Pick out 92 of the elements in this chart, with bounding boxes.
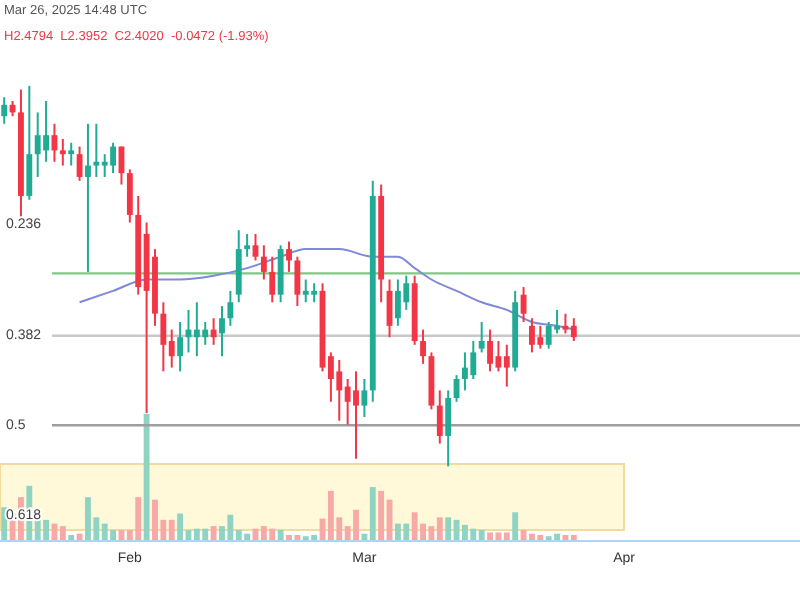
candlestick xyxy=(286,240,292,273)
bar xyxy=(135,497,142,540)
candlestick xyxy=(93,122,100,178)
bar xyxy=(327,490,334,540)
candlestick xyxy=(445,389,452,468)
bar xyxy=(227,514,234,540)
candlestick xyxy=(43,100,50,163)
bar xyxy=(554,533,560,540)
candlestick xyxy=(26,84,33,201)
candlestick xyxy=(470,340,477,380)
candlestick xyxy=(59,137,66,167)
candlestick xyxy=(394,278,401,327)
bar xyxy=(461,524,468,540)
candlestick xyxy=(126,168,133,224)
candlestick xyxy=(361,377,368,418)
bar xyxy=(244,533,251,540)
bar xyxy=(394,523,401,540)
candlestick xyxy=(34,111,41,178)
bar xyxy=(411,512,418,540)
bar xyxy=(168,519,175,540)
candlestick xyxy=(461,351,468,392)
candlestick xyxy=(68,141,75,167)
bar xyxy=(512,512,519,540)
bar xyxy=(537,534,544,540)
candlestick xyxy=(235,229,242,304)
candlestick xyxy=(193,301,200,358)
candlestick xyxy=(101,153,108,178)
candlestick xyxy=(244,232,251,258)
candlestick xyxy=(537,324,544,350)
bar xyxy=(436,517,443,540)
candlestick xyxy=(177,321,184,373)
bar xyxy=(311,534,318,540)
bar xyxy=(210,526,217,540)
candlestick xyxy=(336,359,343,422)
bar xyxy=(59,526,66,540)
candlestick xyxy=(252,232,259,262)
candlestick xyxy=(110,141,117,175)
candlestick xyxy=(503,343,510,388)
bar xyxy=(529,533,535,540)
candlestick xyxy=(545,321,552,350)
bar xyxy=(68,534,75,540)
candlestick xyxy=(1,96,8,125)
bar xyxy=(570,534,577,540)
candlestick xyxy=(85,122,91,273)
bar xyxy=(353,509,359,540)
bar xyxy=(43,519,50,540)
candlestick xyxy=(302,278,309,304)
candlestick xyxy=(562,312,569,335)
bar xyxy=(286,534,292,540)
bar xyxy=(403,523,410,540)
candlestick xyxy=(420,328,426,365)
candlestick xyxy=(260,244,267,281)
candlestick xyxy=(227,289,234,327)
candlestick xyxy=(529,317,535,354)
candlestick xyxy=(202,321,209,346)
bar xyxy=(277,529,284,540)
candlestick xyxy=(311,282,318,304)
candlestick xyxy=(277,244,284,304)
bar xyxy=(294,534,301,540)
bar xyxy=(202,528,209,540)
candlestick xyxy=(294,255,301,308)
candlestick xyxy=(570,317,577,343)
bar xyxy=(445,517,452,540)
candlestick xyxy=(219,305,225,358)
bar xyxy=(260,526,267,540)
candlestick xyxy=(269,255,276,304)
bar xyxy=(193,528,200,540)
bar xyxy=(369,487,376,540)
candlestick xyxy=(403,274,410,311)
bar xyxy=(76,533,83,540)
bar xyxy=(143,414,150,540)
bar xyxy=(110,529,117,540)
bar xyxy=(378,490,385,540)
candlestick xyxy=(487,328,493,373)
bar xyxy=(495,532,502,540)
bar xyxy=(478,529,485,540)
bar xyxy=(101,523,108,540)
bar xyxy=(152,499,158,540)
bar xyxy=(85,497,91,540)
candlestick xyxy=(353,370,359,460)
bar xyxy=(503,532,510,540)
bar xyxy=(487,532,493,540)
candlestick xyxy=(495,340,502,373)
candlestick xyxy=(160,301,167,373)
bar xyxy=(269,528,276,540)
bar xyxy=(470,528,477,540)
candlestick xyxy=(210,317,217,346)
candlestick xyxy=(344,377,351,426)
candlestick xyxy=(436,389,443,445)
candlestick xyxy=(478,321,485,354)
bar xyxy=(177,513,184,540)
candlestick xyxy=(76,145,83,182)
